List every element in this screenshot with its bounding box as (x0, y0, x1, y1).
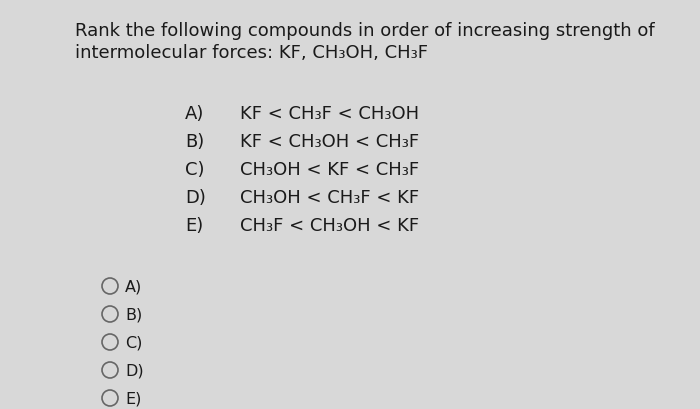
Text: KF < CH₃F < CH₃OH: KF < CH₃F < CH₃OH (240, 105, 419, 123)
Text: C): C) (185, 161, 204, 179)
Text: D): D) (125, 364, 144, 379)
Text: A): A) (125, 280, 142, 295)
Text: A): A) (185, 105, 204, 123)
Text: B): B) (125, 308, 142, 323)
Text: intermolecular forces: KF, CH₃OH, CH₃F: intermolecular forces: KF, CH₃OH, CH₃F (75, 44, 428, 62)
Text: CH₃OH < CH₃F < KF: CH₃OH < CH₃F < KF (240, 189, 419, 207)
Text: CH₃F < CH₃OH < KF: CH₃F < CH₃OH < KF (240, 217, 419, 235)
Text: KF < CH₃OH < CH₃F: KF < CH₃OH < CH₃F (240, 133, 419, 151)
Text: C): C) (125, 336, 142, 351)
Text: D): D) (185, 189, 206, 207)
Text: E): E) (125, 392, 141, 407)
Text: Rank the following compounds in order of increasing strength of: Rank the following compounds in order of… (75, 22, 654, 40)
Text: E): E) (185, 217, 203, 235)
Text: CH₃OH < KF < CH₃F: CH₃OH < KF < CH₃F (240, 161, 419, 179)
Text: B): B) (185, 133, 204, 151)
